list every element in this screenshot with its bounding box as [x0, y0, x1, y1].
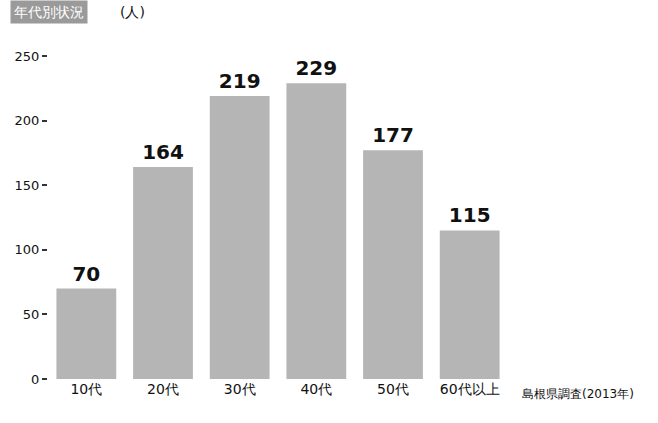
svg-text:島根県調査(2013年): 島根県調査(2013年) — [522, 387, 634, 401]
svg-text:0: 0 — [31, 372, 39, 387]
svg-text:年代別状況: 年代別状況 — [14, 4, 84, 20]
svg-text:229: 229 — [295, 56, 337, 80]
svg-text:10代: 10代 — [70, 381, 102, 397]
svg-text:50: 50 — [23, 307, 40, 322]
svg-text:60代以上: 60代以上 — [440, 381, 500, 397]
svg-text:250: 250 — [15, 49, 40, 64]
svg-text:20代: 20代 — [147, 381, 179, 397]
svg-text:200: 200 — [15, 113, 40, 128]
svg-text:50代: 50代 — [377, 381, 409, 397]
svg-text:115: 115 — [449, 203, 491, 227]
svg-text:(人): (人) — [120, 4, 145, 20]
svg-text:40代: 40代 — [300, 381, 332, 397]
svg-text:30代: 30代 — [224, 381, 256, 397]
svg-text:70: 70 — [72, 262, 100, 286]
svg-text:150: 150 — [15, 178, 40, 193]
svg-text:177: 177 — [372, 123, 414, 147]
svg-text:164: 164 — [142, 140, 184, 164]
svg-text:219: 219 — [219, 69, 261, 93]
svg-text:100: 100 — [15, 242, 40, 257]
